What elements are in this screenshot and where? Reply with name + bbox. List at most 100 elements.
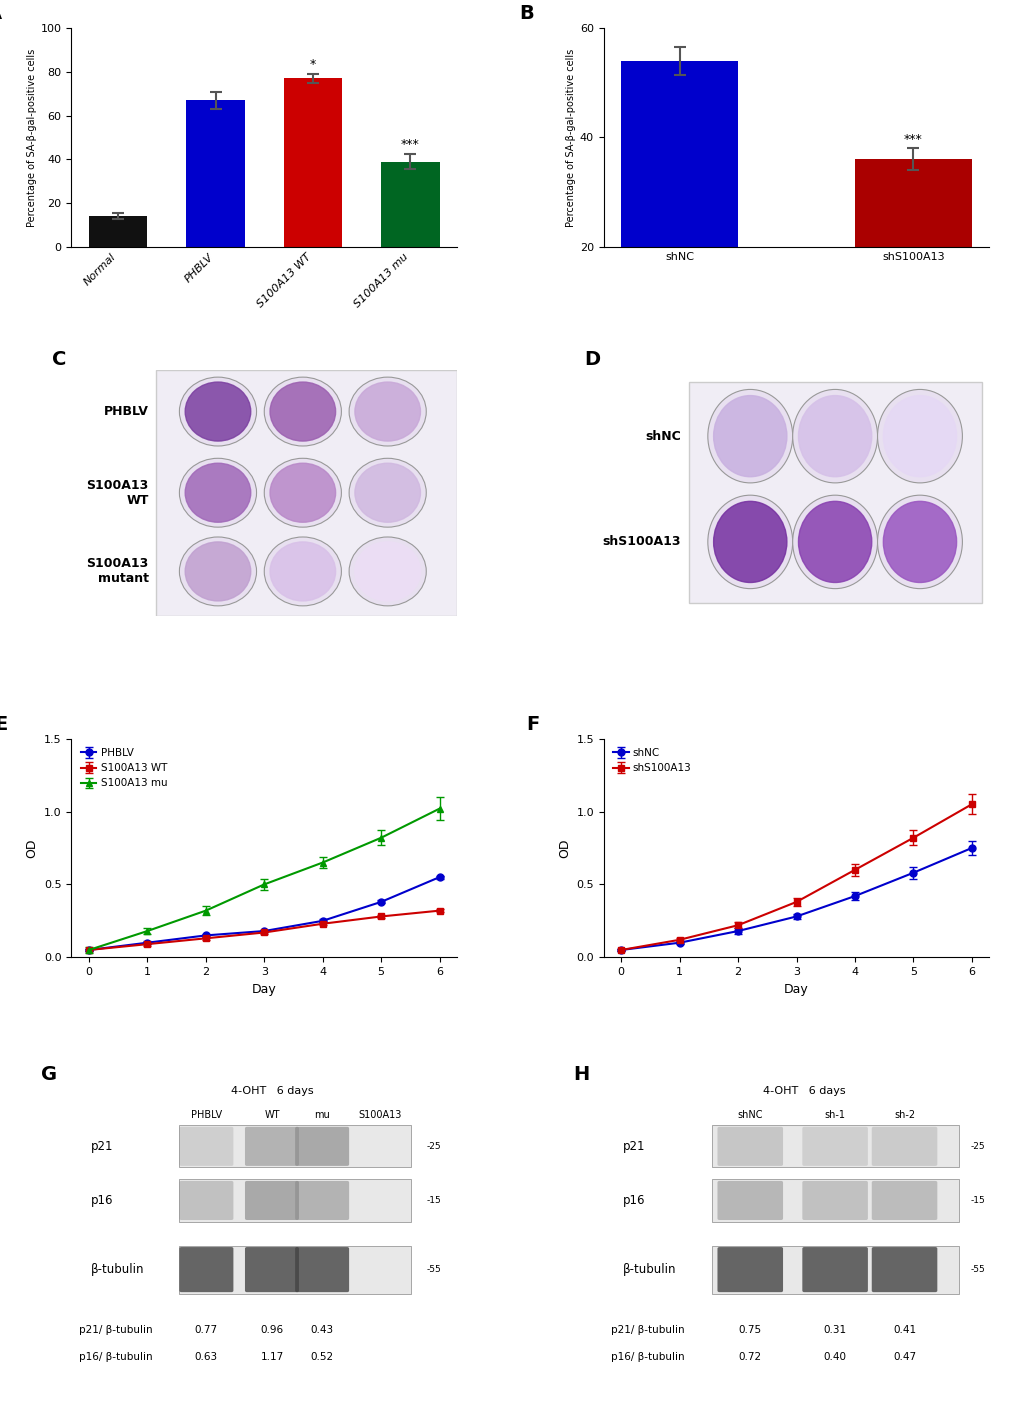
Ellipse shape — [798, 502, 871, 582]
FancyBboxPatch shape — [802, 1181, 867, 1220]
Bar — [621, 61, 738, 356]
Text: p16/ β-tubulin: p16/ β-tubulin — [610, 1351, 685, 1361]
FancyBboxPatch shape — [871, 1127, 936, 1165]
Ellipse shape — [713, 396, 786, 476]
Text: 0.77: 0.77 — [195, 1324, 218, 1334]
Ellipse shape — [348, 458, 426, 527]
Ellipse shape — [355, 382, 420, 441]
Ellipse shape — [707, 389, 792, 483]
Legend: PHBLV, S100A13 WT, S100A13 mu: PHBLV, S100A13 WT, S100A13 mu — [76, 744, 171, 793]
Text: sh-1: sh-1 — [823, 1110, 845, 1120]
Text: -25: -25 — [969, 1141, 983, 1151]
Text: 0.96: 0.96 — [260, 1324, 283, 1334]
Text: *: * — [310, 58, 316, 70]
Text: mu: mu — [314, 1110, 330, 1120]
FancyBboxPatch shape — [179, 1246, 411, 1293]
Legend: shNC, shS100A13: shNC, shS100A13 — [608, 744, 695, 778]
Ellipse shape — [798, 396, 871, 476]
Ellipse shape — [876, 495, 962, 589]
Text: sh-2: sh-2 — [893, 1110, 914, 1120]
FancyBboxPatch shape — [179, 1127, 233, 1165]
Y-axis label: Percentage of SA-β-gal-positive cells: Percentage of SA-β-gal-positive cells — [566, 48, 575, 227]
Text: 1.17: 1.17 — [260, 1351, 283, 1361]
Text: PHBLV: PHBLV — [191, 1110, 222, 1120]
Ellipse shape — [270, 464, 335, 523]
Ellipse shape — [185, 382, 251, 441]
Ellipse shape — [179, 537, 257, 606]
Bar — [283, 79, 341, 247]
Text: D: D — [584, 349, 600, 369]
Ellipse shape — [707, 495, 792, 589]
Ellipse shape — [792, 495, 876, 589]
Text: 0.72: 0.72 — [738, 1351, 761, 1361]
FancyBboxPatch shape — [245, 1247, 299, 1292]
Text: shNC: shNC — [644, 430, 680, 442]
FancyBboxPatch shape — [802, 1127, 867, 1165]
Ellipse shape — [348, 378, 426, 447]
Text: p21/ β-tubulin: p21/ β-tubulin — [79, 1324, 153, 1334]
Text: H: H — [573, 1065, 589, 1085]
Ellipse shape — [185, 464, 251, 523]
Text: p21: p21 — [623, 1140, 645, 1153]
Ellipse shape — [179, 378, 257, 447]
Bar — [186, 100, 245, 247]
FancyBboxPatch shape — [179, 1179, 411, 1222]
Y-axis label: Percentage of SA-β-gal-positive cells: Percentage of SA-β-gal-positive cells — [26, 48, 37, 227]
FancyBboxPatch shape — [294, 1247, 348, 1292]
Ellipse shape — [264, 378, 341, 447]
Y-axis label: OD: OD — [25, 838, 39, 858]
Text: C: C — [52, 349, 66, 369]
Text: -15: -15 — [426, 1196, 440, 1205]
FancyBboxPatch shape — [716, 1247, 783, 1292]
Text: -55: -55 — [969, 1265, 984, 1274]
Text: B: B — [519, 4, 533, 24]
Text: E: E — [0, 714, 7, 734]
Text: ***: *** — [400, 138, 420, 151]
Text: 4-OHT   6 days: 4-OHT 6 days — [762, 1086, 845, 1096]
FancyBboxPatch shape — [871, 1247, 936, 1292]
Ellipse shape — [882, 396, 956, 476]
Text: 0.75: 0.75 — [738, 1324, 761, 1334]
Text: 0.43: 0.43 — [310, 1324, 333, 1334]
Text: p16/ β-tubulin: p16/ β-tubulin — [79, 1351, 153, 1361]
Text: S100A13: S100A13 — [358, 1110, 401, 1120]
FancyBboxPatch shape — [711, 1179, 958, 1222]
FancyBboxPatch shape — [245, 1127, 299, 1165]
FancyBboxPatch shape — [156, 369, 457, 616]
Text: p16: p16 — [623, 1193, 645, 1208]
Text: β-tubulin: β-tubulin — [91, 1262, 144, 1277]
Text: 0.40: 0.40 — [822, 1351, 846, 1361]
FancyBboxPatch shape — [294, 1181, 348, 1220]
FancyBboxPatch shape — [716, 1181, 783, 1220]
FancyBboxPatch shape — [716, 1127, 783, 1165]
Text: β-tubulin: β-tubulin — [623, 1262, 676, 1277]
Text: ***: *** — [903, 132, 922, 145]
Y-axis label: OD: OD — [557, 838, 571, 858]
Text: 0.52: 0.52 — [310, 1351, 333, 1361]
Text: -25: -25 — [426, 1141, 440, 1151]
Text: p21/ β-tubulin: p21/ β-tubulin — [610, 1324, 685, 1334]
Text: 0.41: 0.41 — [892, 1324, 915, 1334]
FancyBboxPatch shape — [688, 382, 980, 603]
Text: 0.47: 0.47 — [892, 1351, 915, 1361]
Bar — [381, 162, 439, 247]
X-axis label: Day: Day — [252, 982, 276, 996]
X-axis label: Day: Day — [784, 982, 808, 996]
Ellipse shape — [270, 382, 335, 441]
Text: 0.63: 0.63 — [195, 1351, 218, 1361]
FancyBboxPatch shape — [871, 1181, 936, 1220]
Ellipse shape — [713, 502, 786, 582]
Ellipse shape — [792, 389, 876, 483]
FancyBboxPatch shape — [245, 1181, 299, 1220]
Text: shNC: shNC — [737, 1110, 762, 1120]
FancyBboxPatch shape — [294, 1127, 348, 1165]
Ellipse shape — [882, 502, 956, 582]
Text: G: G — [41, 1065, 57, 1085]
Text: p16: p16 — [91, 1193, 113, 1208]
Ellipse shape — [179, 458, 257, 527]
FancyBboxPatch shape — [179, 1247, 233, 1292]
FancyBboxPatch shape — [711, 1126, 958, 1168]
Text: p21: p21 — [91, 1140, 113, 1153]
Text: 4-OHT   6 days: 4-OHT 6 days — [230, 1086, 313, 1096]
Text: -55: -55 — [426, 1265, 440, 1274]
